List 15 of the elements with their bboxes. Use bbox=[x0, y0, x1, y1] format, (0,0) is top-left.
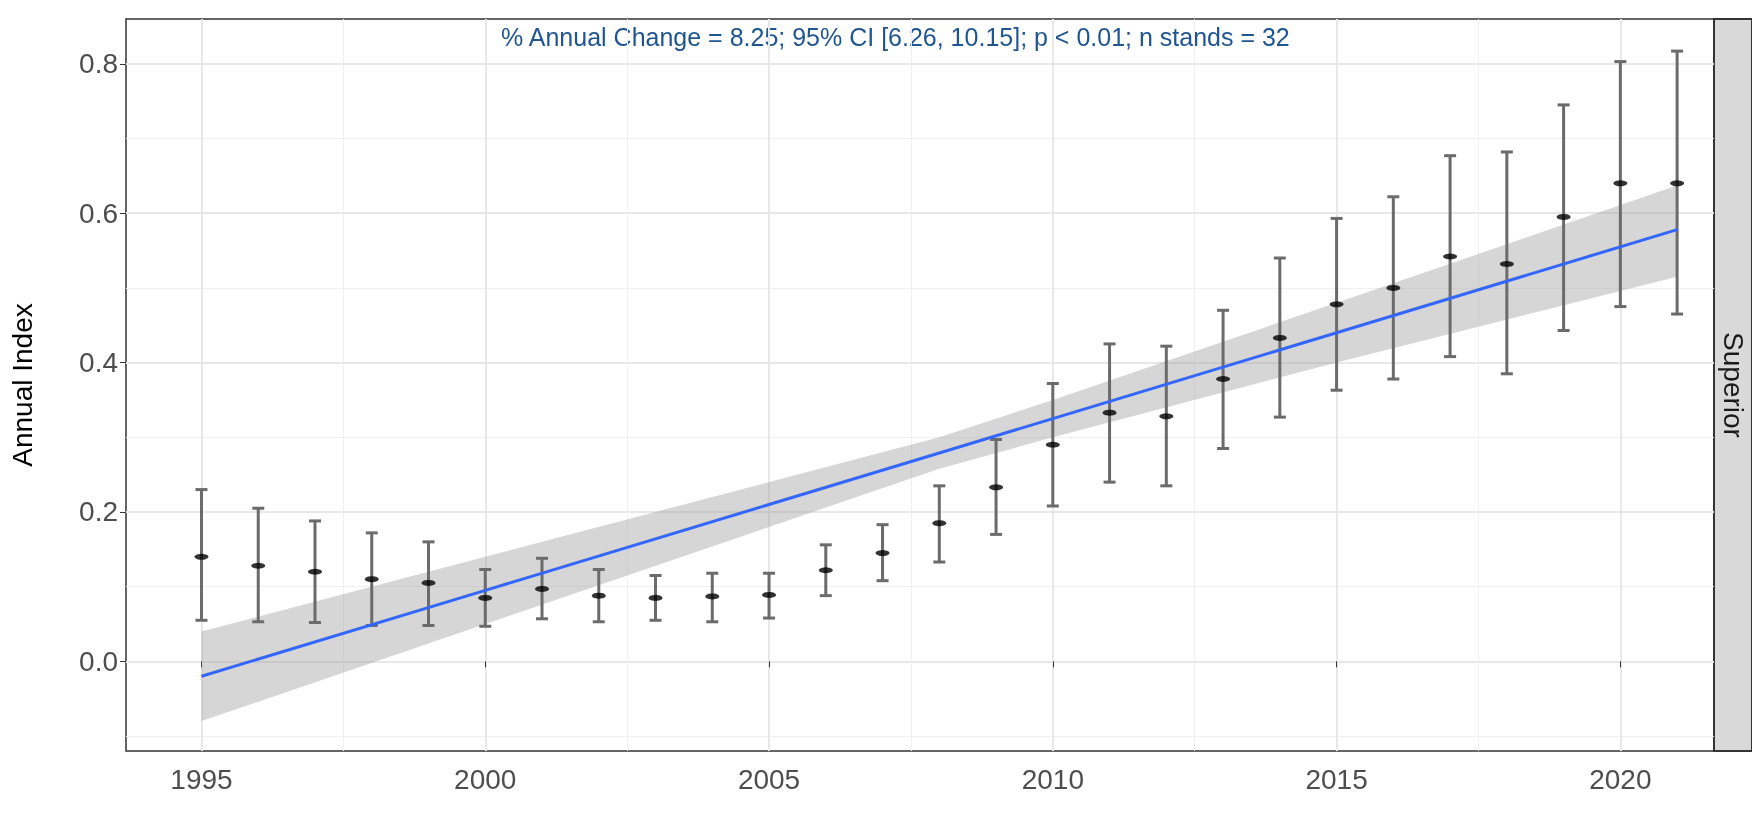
y-tick-label: 0.2 bbox=[79, 496, 118, 528]
y-tick-label: 0.4 bbox=[79, 347, 118, 379]
x-tick-label: 2020 bbox=[1589, 763, 1652, 795]
line-series bbox=[199, 228, 1679, 678]
y-tick-label: 0.6 bbox=[79, 197, 118, 229]
text: Superior bbox=[1717, 332, 1749, 438]
y-tick-label: 0.0 bbox=[79, 645, 118, 677]
y-tick-label: 0.8 bbox=[79, 48, 118, 80]
y-axis-title: Annual Index bbox=[6, 303, 38, 467]
x-tick-label: 2005 bbox=[737, 763, 801, 795]
x-tick-label: 2000 bbox=[454, 763, 517, 795]
annotation: % Annual Change = 8.25; 95% CI [6.26, 10.15]; p < 0.01; n stands = 32 bbox=[501, 22, 1290, 51]
x-tick-label: 2010 bbox=[1021, 763, 1084, 795]
x-tick-label: 2015 bbox=[1305, 763, 1368, 795]
x-tick-label: 1995 bbox=[170, 763, 233, 795]
